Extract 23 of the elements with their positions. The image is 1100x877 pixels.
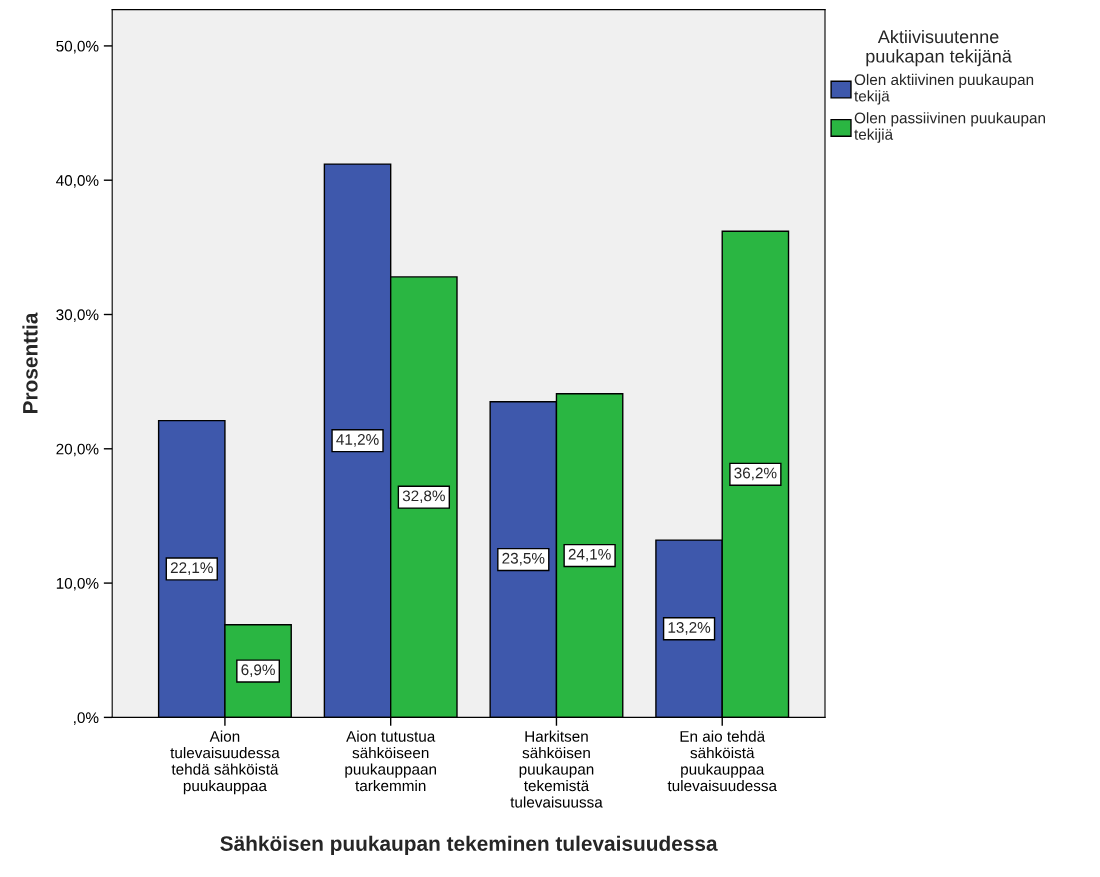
y-tick-label: 50,0% xyxy=(56,40,99,54)
data-label: 22,1% xyxy=(170,562,213,575)
y-tick-label: 40,0% xyxy=(56,175,99,188)
y-tick-label: 20,0% xyxy=(56,443,99,457)
data-label: 32,8% xyxy=(402,490,445,504)
legend-label: Olen aktiivinen puukaupan tekijä xyxy=(854,73,1034,105)
y-axis-title: Prosenttia xyxy=(22,312,38,414)
x-tick-label: Aion tutustua sähköiseen puukauppaan tarkemmin xyxy=(345,730,437,792)
y-tick-label: 30,0% xyxy=(56,309,99,322)
x-tick-label: Aion tulevaisuudessa tehdä sähköistä puukauppaa xyxy=(170,730,280,795)
data-label: 24,1% xyxy=(568,548,611,562)
legend-label: Olen passiivinen puukaupan tekijiä xyxy=(854,112,1045,143)
y-tick-label: 10,0% xyxy=(56,577,99,591)
x-tick-label: En aio tehdä sähköistä puukauppaa tulevaisuudessa xyxy=(667,730,778,792)
data-label: 23,5% xyxy=(502,552,545,566)
x-tick-label: Harkitsen sähköisen puukaupan tekemistä tulevaisuussa xyxy=(510,730,603,808)
data-label: 41,2% xyxy=(336,434,379,447)
data-label: 6,9% xyxy=(241,664,275,677)
y-tick-label: ,0% xyxy=(74,712,99,725)
legend-title: Aktiivisuutenne puukapan tekijänä xyxy=(866,29,1012,67)
data-label: 13,2% xyxy=(668,622,711,635)
x-axis-title: Sähköisen puukaupan tekeminen tulevaisuudessa xyxy=(220,835,718,856)
data-label: 36,2% xyxy=(734,467,777,481)
